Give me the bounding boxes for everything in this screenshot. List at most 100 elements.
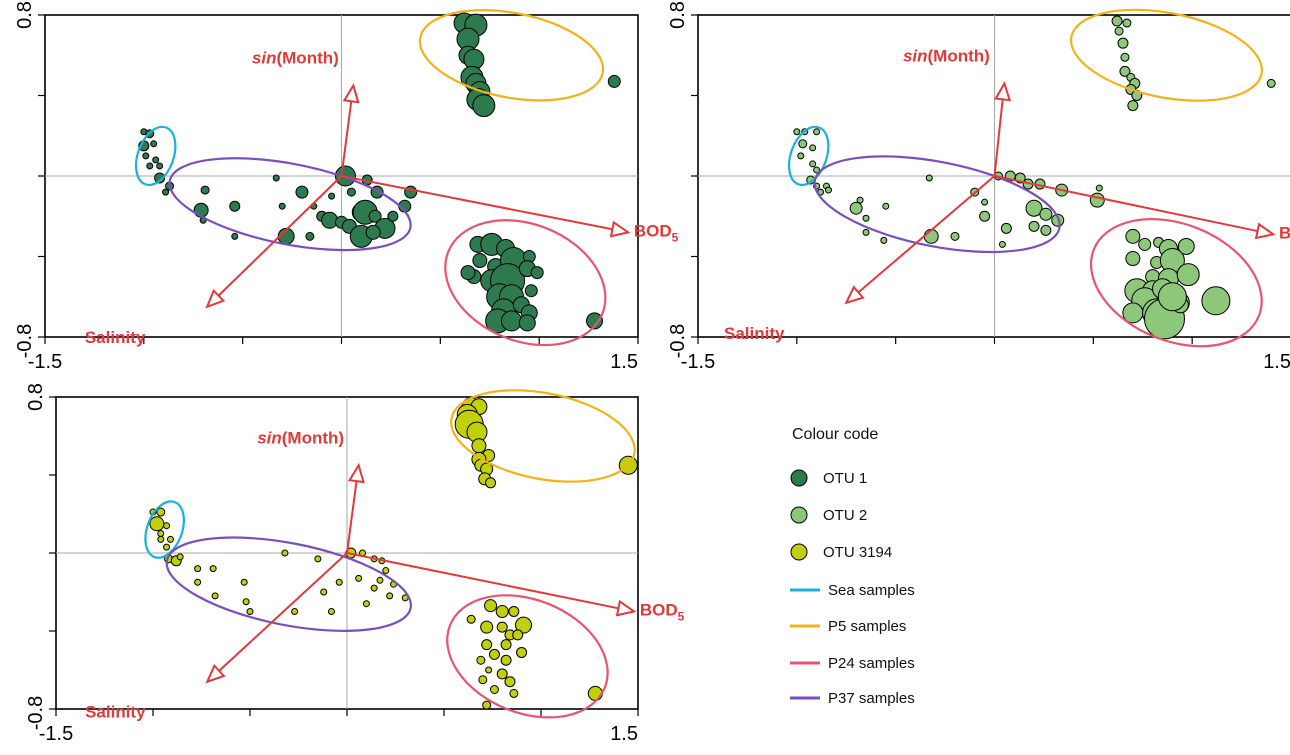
sample-point [466,614,476,624]
sample-point [346,187,356,197]
sample-point [370,584,378,592]
legend-label-otu2: OTU 2 [823,507,867,524]
sample-point [530,266,544,280]
sample-point [849,201,863,215]
legend-label-p5: P5 samples [828,618,906,635]
arrow-label: Salinity [724,324,785,343]
legend-label-p24: P24 samples [828,655,915,672]
sample-point [1120,52,1130,62]
sample-point [460,265,476,281]
sample-point [321,211,339,229]
legend: Colour code OTU 1 OTU 2 OTU 3194 Sea sam… [790,426,915,707]
sample-point [150,140,158,148]
sample-point [1125,228,1141,244]
sample-point [482,700,492,710]
sample-point [157,530,165,537]
sample-point [809,144,817,152]
sample-point [504,676,516,688]
y-tick-label: 0.8 [14,1,36,29]
legend-label-otu1: OTU 1 [823,470,867,487]
sample-point [478,675,488,685]
group-ellipse-p24 [444,219,607,347]
sample-point [480,620,494,634]
sample-point [157,535,165,543]
group-ellipse-p5 [450,389,636,483]
sample-point [515,616,533,634]
sample-point [194,565,202,573]
sample-point [166,535,174,543]
sample-point [882,202,890,210]
legend-label-sea: Sea samples [828,582,915,599]
sample-point [246,608,254,615]
sample-point [295,185,309,199]
ordination-panel-2: -1.5 1.5 0.8 -0.8 sin(Month) BOD5 Salinity [667,1,1290,373]
sample-point [1117,37,1129,49]
sample-point [368,209,382,223]
sample-point [1089,192,1105,208]
gradient-arrow-shaft [346,552,619,610]
sample-point [376,576,384,584]
sample-point [328,192,336,200]
arrow-label: BOD5 [640,601,685,624]
sample-point [382,567,390,575]
sample-point [1051,213,1065,227]
sample-point [587,685,603,701]
legend-marker-otu2 [790,506,808,524]
sample-point [476,655,486,665]
sample-point [489,685,499,694]
gradient-arrow-shaft [218,552,348,672]
ordination-panel-1: -1.5 1.5 0.8 -0.8 sin(Month) BOD5 Salinity [14,1,679,373]
sample-point [923,228,939,244]
sample-point [1000,222,1012,234]
sample-point [508,606,520,617]
sample-point [194,578,202,586]
x-tick-label: -1.5 [39,723,73,745]
sample-point [1138,237,1152,251]
gradient-arrow-shaft [341,175,613,231]
sample-point [586,312,604,330]
sample-point [193,202,209,218]
sample-point [362,600,370,608]
sample-point [488,648,500,660]
y-tick-label: -0.8 [667,324,689,358]
group-ellipse-p5 [1069,8,1263,102]
sample-point [1039,207,1053,221]
sample-point [798,139,808,149]
sample-point [998,240,1006,248]
sample-point [500,654,512,666]
sample-point [1095,184,1103,192]
sample-point [516,646,528,658]
sample-point [1114,26,1124,36]
sample-point [862,228,870,236]
sample-point [365,224,381,240]
sample-point [335,578,343,586]
arrow-label: Salinity [85,328,146,347]
sample-point [471,438,487,454]
sample-point [862,214,870,222]
arrow-label: Salinity [85,703,146,722]
gradient-arrow-head [609,220,631,238]
arrow-label: sin(Month) [252,48,339,67]
gradient-arrow-shaft [857,175,996,294]
sample-point [797,152,805,160]
sample-point [152,156,160,164]
group-ellipse-p5 [418,9,605,102]
y-tick-label: -0.8 [14,324,36,358]
ordination-panel-3: -1.5 1.5 0.8 -0.8 sin(Month) BOD5 Salinity [25,383,685,745]
sample-point [200,185,210,195]
gradient-arrow-head [205,288,226,309]
sample-point [813,128,821,136]
legend-title: Colour code [792,426,878,443]
sample-point [305,231,315,241]
sample-point [607,74,621,88]
sample-point [1028,220,1040,232]
sample-point [472,94,496,118]
gradient-arrow-shaft [340,101,353,177]
sample-point [950,231,960,241]
group-ellipse-p37 [168,157,412,252]
sample-point [240,578,248,586]
sample-point [149,516,165,532]
sample-point [281,549,289,557]
group-ellipse-p24 [1089,218,1263,348]
